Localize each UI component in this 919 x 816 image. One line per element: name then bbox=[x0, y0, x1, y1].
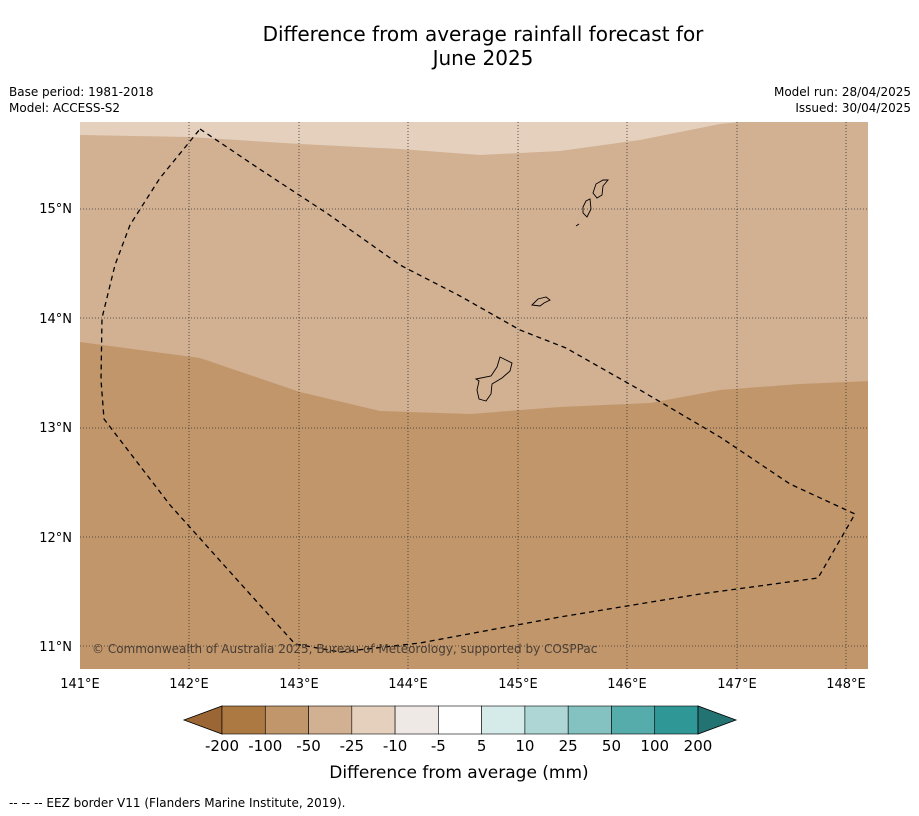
colorbar-segment bbox=[308, 705, 353, 735]
colorbar-tick-label: -25 bbox=[340, 737, 365, 755]
base-period-text: Base period: 1981-2018 bbox=[9, 85, 154, 99]
copyright-text: © Commonwealth of Australia 2025, Bureau… bbox=[92, 642, 597, 656]
model-run-text: Model run: 28/04/2025 bbox=[773, 85, 911, 99]
colorbar-segment bbox=[264, 705, 309, 735]
island-guam bbox=[474, 356, 513, 402]
colorbar-label: Difference from average (mm) bbox=[329, 763, 588, 783]
lon-label: 143°E bbox=[279, 677, 319, 692]
colorbar-tick-label: 100 bbox=[640, 737, 669, 755]
colorbar-ticks: -200 -100 -50 -25 -10 -5 5 10 25 50 100 200 bbox=[205, 737, 712, 755]
lat-label: 12°N bbox=[39, 531, 72, 546]
colorbar-tick-label: -5 bbox=[431, 737, 446, 755]
colorbar-segment bbox=[351, 705, 396, 735]
lat-labels: 15°N 14°N 13°N 12°N 11°N bbox=[39, 202, 72, 655]
colorbar-tick-label: -10 bbox=[383, 737, 408, 755]
colorbar-extend-high bbox=[697, 705, 738, 735]
colorbar-segment bbox=[394, 705, 439, 735]
islands bbox=[474, 179, 609, 402]
lat-label: 13°N bbox=[39, 421, 72, 436]
lon-label: 147°E bbox=[717, 677, 757, 692]
colorbar-tick-label: -50 bbox=[296, 737, 321, 755]
colorbar-tick-label: 10 bbox=[515, 737, 534, 755]
colorbar-segment bbox=[524, 705, 569, 735]
colorbar-tick-label: -100 bbox=[248, 737, 282, 755]
colorbar-segment bbox=[221, 705, 266, 735]
colorbar-segment bbox=[654, 705, 699, 735]
lon-label: 148°E bbox=[826, 677, 866, 692]
model-text: Model: ACCESS-S2 bbox=[9, 101, 121, 115]
colorbar-segment bbox=[438, 705, 482, 735]
rainfall-region-mid bbox=[80, 122, 868, 669]
rainfall-region-dark bbox=[80, 342, 868, 669]
island-tinian bbox=[582, 198, 592, 218]
colorbar-tick-label: 50 bbox=[602, 737, 621, 755]
colorbar-tick-label: -200 bbox=[205, 737, 239, 755]
eez-border bbox=[100, 128, 856, 653]
colorbar bbox=[182, 705, 738, 735]
lat-label: 14°N bbox=[39, 312, 72, 327]
lon-label: 142°E bbox=[169, 677, 209, 692]
colorbar-segment bbox=[611, 705, 656, 735]
lat-label: 11°N bbox=[39, 640, 72, 655]
colorbar-tick-label: 25 bbox=[559, 737, 578, 755]
rainfall-region-light bbox=[80, 122, 868, 669]
footnote-eez-source: -- -- -- EEZ border V11 (Flanders Marine… bbox=[9, 796, 346, 810]
colorbar-segment bbox=[567, 705, 612, 735]
lon-label: 145°E bbox=[498, 677, 538, 692]
island-aguijan bbox=[575, 223, 580, 227]
colorbar-segment bbox=[481, 705, 526, 735]
colorbar-tick-label: 5 bbox=[477, 737, 487, 755]
colorbar-extend-low bbox=[182, 705, 223, 735]
title-line-2: June 2025 bbox=[432, 46, 534, 70]
map-panel: © Commonwealth of Australia 2025, Bureau… bbox=[80, 122, 868, 669]
meta-right: Model run: 28/04/2025 Issued: 30/04/2025 bbox=[774, 84, 911, 116]
island-saipan bbox=[592, 179, 609, 199]
lon-label: 141°E bbox=[60, 677, 100, 692]
lon-label: 144°E bbox=[388, 677, 428, 692]
title-line-1: Difference from average rainfall forecas… bbox=[262, 22, 704, 46]
graticule bbox=[80, 122, 868, 669]
colorbar-tick-label: 200 bbox=[684, 737, 713, 755]
issued-text: Issued: 30/04/2025 bbox=[795, 101, 911, 115]
lon-label: 146°E bbox=[607, 677, 647, 692]
chart-title: Difference from average rainfall forecas… bbox=[0, 22, 919, 70]
island-rota bbox=[531, 296, 551, 307]
lat-label: 15°N bbox=[39, 202, 72, 217]
meta-left: Base period: 1981-2018 Model: ACCESS-S2 bbox=[9, 84, 154, 116]
lon-labels: 141°E 142°E 143°E 144°E 145°E 146°E 147°… bbox=[60, 677, 866, 692]
